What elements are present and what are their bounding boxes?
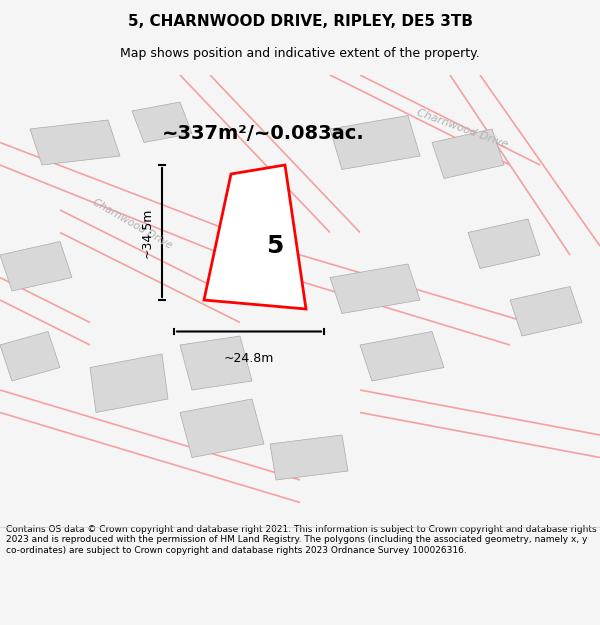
Polygon shape <box>180 336 252 390</box>
Text: Map shows position and indicative extent of the property.: Map shows position and indicative extent… <box>120 48 480 61</box>
Text: ~24.8m: ~24.8m <box>224 352 274 365</box>
Text: ~34.5m: ~34.5m <box>140 208 154 258</box>
Polygon shape <box>330 264 420 314</box>
Polygon shape <box>330 116 420 169</box>
Polygon shape <box>0 331 60 381</box>
Polygon shape <box>270 435 348 480</box>
Text: ~337m²/~0.083ac.: ~337m²/~0.083ac. <box>162 124 365 143</box>
Polygon shape <box>180 399 264 458</box>
Polygon shape <box>132 102 192 142</box>
Text: Charnwood Drive: Charnwood Drive <box>415 108 509 150</box>
Polygon shape <box>360 331 444 381</box>
Polygon shape <box>432 129 504 179</box>
Polygon shape <box>30 120 120 165</box>
Polygon shape <box>204 165 306 309</box>
Polygon shape <box>510 286 582 336</box>
Text: Charnwood Drive: Charnwood Drive <box>91 197 173 250</box>
Text: 5, CHARNWOOD DRIVE, RIPLEY, DE5 3TB: 5, CHARNWOOD DRIVE, RIPLEY, DE5 3TB <box>128 14 473 29</box>
Text: Contains OS data © Crown copyright and database right 2021. This information is : Contains OS data © Crown copyright and d… <box>6 525 596 555</box>
Polygon shape <box>0 241 72 291</box>
Polygon shape <box>90 354 168 412</box>
Text: 5: 5 <box>266 234 283 258</box>
Polygon shape <box>468 219 540 269</box>
